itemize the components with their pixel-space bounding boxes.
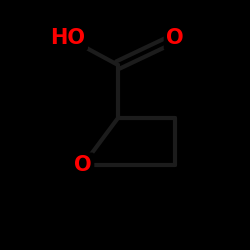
Text: HO: HO [50,28,86,48]
Text: O: O [166,28,184,48]
Text: O: O [74,155,92,175]
